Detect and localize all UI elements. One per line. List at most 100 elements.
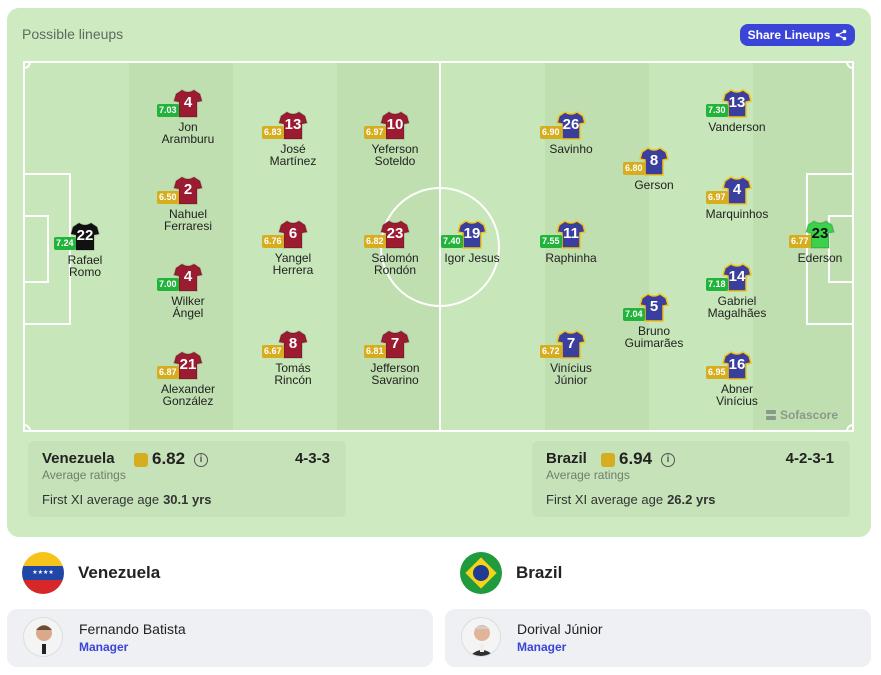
home-manager-name: Fernando Batista: [79, 621, 186, 637]
jersey-icon: 2 6.50: [157, 175, 203, 205]
player-rating-badge: 6.80: [623, 162, 645, 175]
player-name: Jefferson Savarino: [370, 361, 420, 387]
player-name: Salomón Rondón: [371, 251, 419, 277]
info-icon[interactable]: i: [661, 453, 675, 467]
jersey-number: 8: [649, 152, 659, 169]
home-player[interactable]: 22 7.24 Rafael Romo: [35, 221, 135, 278]
home-team-summary: Venezuela 6.82 i 4-3-3 Average ratings F…: [28, 441, 346, 517]
home-avg-label: Average ratings: [42, 468, 126, 482]
player-rating-badge: 6.90: [540, 126, 562, 139]
away-manager-card[interactable]: Dorival Júnior Manager: [445, 609, 871, 667]
away-manager-name: Dorival Júnior: [517, 621, 603, 637]
share-lineups-button[interactable]: Share Lineups: [740, 24, 855, 46]
player-name: Vanderson: [708, 120, 766, 134]
sofascore-branding: Sofascore: [765, 408, 838, 422]
away-player[interactable]: 11 7.55 Raphinha: [521, 219, 621, 264]
away-player[interactable]: 14 7.18 Gabriel Magalhães: [687, 262, 787, 319]
home-rating-icon: [134, 453, 148, 467]
player-rating-badge: 6.95: [706, 366, 728, 379]
home-player[interactable]: 23 6.82 Salomón Rondón: [345, 219, 445, 276]
away-rating-icon: [601, 453, 615, 467]
home-team-name: Venezuela: [42, 450, 115, 467]
jersey-icon: 5 7.04: [623, 292, 669, 322]
share-lineups-label: Share Lineups: [747, 28, 831, 42]
home-player[interactable]: 7 6.81 Jefferson Savarino: [345, 329, 445, 386]
player-rating-badge: 7.00: [157, 278, 179, 291]
branding-text: Sofascore: [779, 408, 838, 422]
away-avg-rating: 6.94: [619, 449, 653, 468]
away-player[interactable]: 5 7.04 Bruno Guimarães: [604, 292, 704, 349]
home-player[interactable]: 2 6.50 Nahuel Ferraresi: [138, 175, 238, 232]
corner-arc: [25, 63, 31, 69]
away-player[interactable]: 16 6.95 Abner Vinícius: [687, 350, 787, 407]
home-player[interactable]: 4 7.00 Wilker Ángel: [138, 262, 238, 319]
player-name: Igor Jesus: [444, 251, 500, 265]
share-icon: [836, 29, 847, 41]
jersey-icon: 13 6.83: [262, 110, 308, 140]
jersey-number: 23: [386, 225, 404, 242]
home-player[interactable]: 8 6.67 Tomás Rincón: [243, 329, 343, 386]
away-player[interactable]: 7 6.72 Vinícius Júnior: [521, 329, 621, 386]
jersey-number: 6: [288, 225, 298, 242]
player-rating-badge: 7.24: [54, 237, 76, 250]
home-avg-rating: 6.82: [152, 449, 186, 468]
away-player[interactable]: 19 7.40 Igor Jesus: [422, 219, 522, 264]
jersey-number: 22: [76, 227, 94, 244]
jersey-icon: 4 6.97: [706, 175, 752, 205]
jersey-number: 4: [732, 181, 742, 198]
jersey-icon: 10 6.97: [364, 110, 410, 140]
player-rating-badge: 6.97: [364, 126, 386, 139]
away-player[interactable]: 26 6.90 Savinho: [521, 110, 621, 155]
home-manager-card[interactable]: Fernando Batista Manager: [7, 609, 433, 667]
player-rating-badge: 6.76: [262, 235, 284, 248]
away-player[interactable]: 23 6.77 Ederson: [770, 219, 852, 264]
away-player[interactable]: 4 6.97 Marquinhos: [687, 175, 787, 220]
jersey-icon: 21 6.87: [157, 350, 203, 380]
home-age-label: First XI average age: [42, 492, 160, 507]
sofascore-logo-icon: [765, 410, 776, 420]
player-rating-badge: 6.77: [789, 235, 811, 248]
home-player[interactable]: 10 6.97 Yeferson Soteldo: [345, 110, 445, 167]
info-icon[interactable]: i: [194, 453, 208, 467]
jersey-number: 19: [463, 225, 481, 242]
manager-avatar: [461, 617, 501, 657]
home-player[interactable]: 6 6.76 Yangel Herrera: [243, 219, 343, 276]
player-name: Yangel Herrera: [272, 251, 314, 277]
player-rating-badge: 6.81: [364, 345, 386, 358]
jersey-number: 16: [728, 356, 746, 373]
away-formation: 4-2-3-1: [785, 450, 834, 467]
away-player[interactable]: 8 6.80 Gerson: [604, 146, 704, 191]
player-name: Savinho: [549, 142, 593, 156]
away-player[interactable]: 13 7.30 Vanderson: [687, 88, 787, 133]
jersey-number: 21: [179, 356, 197, 373]
jersey-icon: 23 6.77: [789, 219, 835, 249]
lineups-panel: Possible lineups Share Lineups 22 7.24 Raf…: [7, 8, 871, 537]
jersey-icon: 4 7.03: [157, 88, 203, 118]
player-rating-badge: 6.72: [540, 345, 562, 358]
jersey-icon: 4 7.00: [157, 262, 203, 292]
jersey-number: 2: [183, 181, 193, 198]
home-team-header[interactable]: ★★★★ Venezuela: [22, 552, 160, 594]
jersey-icon: 11 7.55: [540, 219, 586, 249]
jersey-icon: 6 6.76: [262, 219, 308, 249]
player-rating-badge: 6.50: [157, 191, 179, 204]
player-rating-badge: 6.83: [262, 126, 284, 139]
player-rating-badge: 7.18: [706, 278, 728, 291]
player-rating-badge: 7.55: [540, 235, 562, 248]
jersey-number: 7: [566, 335, 576, 352]
player-rating-badge: 6.82: [364, 235, 386, 248]
football-pitch: 22 7.24 Rafael Romo 4 7.03 Jon Aramburu 2 6.50 N…: [23, 61, 854, 432]
player-name: Nahuel Ferraresi: [163, 207, 212, 233]
player-name: José Martínez: [269, 142, 317, 168]
home-formation: 4-3-3: [294, 450, 330, 467]
away-penalty-box: [806, 173, 852, 325]
away-age-row: First XI average age 26.2 yrs: [546, 492, 716, 507]
away-team-header[interactable]: Brazil: [460, 552, 562, 594]
jersey-number: 10: [386, 116, 404, 133]
player-name: Rafael Romo: [67, 253, 103, 279]
jersey-icon: 23 6.82: [364, 219, 410, 249]
home-team-heading: Venezuela: [78, 563, 161, 582]
home-player[interactable]: 13 6.83 José Martínez: [243, 110, 343, 167]
home-player[interactable]: 4 7.03 Jon Aramburu: [138, 88, 238, 145]
home-player[interactable]: 21 6.87 Alexander González: [138, 350, 238, 407]
